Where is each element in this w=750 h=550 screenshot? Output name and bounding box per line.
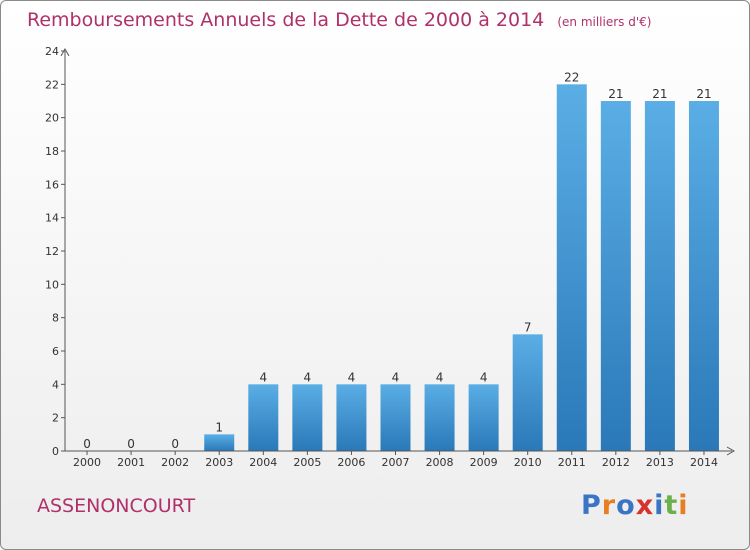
brand-letter: t xyxy=(664,490,679,521)
bar-value-label: 21 xyxy=(696,87,711,101)
x-tick-label: 2008 xyxy=(426,456,454,469)
y-tick-label: 2 xyxy=(52,412,59,425)
x-tick-label: 2010 xyxy=(514,456,542,469)
y-tick-label: 18 xyxy=(45,145,59,158)
x-tick-label: 2009 xyxy=(470,456,498,469)
bar-2006 xyxy=(336,384,367,451)
bar-2003 xyxy=(204,434,235,451)
x-tick-label: 2006 xyxy=(337,456,365,469)
x-axis-arrow xyxy=(726,446,736,456)
x-tick-label: 2002 xyxy=(161,456,189,469)
x-tick-label: 2012 xyxy=(602,456,630,469)
y-tick-label: 0 xyxy=(52,445,59,458)
bar-2012 xyxy=(600,101,631,451)
y-tick-label: 24 xyxy=(45,45,59,58)
title-line: Remboursements Annuels de la Dette de 20… xyxy=(27,9,651,31)
bar-value-label: 0 xyxy=(171,437,179,451)
bar-value-label: 4 xyxy=(436,370,444,384)
x-tick-label: 2013 xyxy=(646,456,674,469)
y-tick-label: 16 xyxy=(45,178,59,191)
bar-value-label: 22 xyxy=(564,70,579,84)
bars-layer: 0 0 0 1 4 4 4 4 4 4 7 22 21 21 21 xyxy=(83,70,719,451)
brand-letter: o xyxy=(616,490,636,521)
bar-2011 xyxy=(556,84,587,451)
x-tick-label: 2004 xyxy=(249,456,277,469)
bar-value-label: 7 xyxy=(524,320,532,334)
x-tick-label: 2014 xyxy=(690,456,718,469)
y-tick-label: 20 xyxy=(45,112,59,125)
bar-value-label: 0 xyxy=(83,437,91,451)
bar-2010 xyxy=(512,334,543,451)
y-tick-label: 12 xyxy=(45,245,59,258)
commune-name: ASSENONCOURT xyxy=(37,495,196,517)
y-tick-label: 6 xyxy=(52,345,59,358)
bar-2009 xyxy=(468,384,499,451)
bar-value-label: 0 xyxy=(127,437,135,451)
x-tick-label: 2007 xyxy=(382,456,410,469)
bar-2013 xyxy=(644,101,675,451)
bar-2005 xyxy=(292,384,323,451)
brand-letter: r xyxy=(601,490,617,521)
bar-value-label: 1 xyxy=(215,420,223,434)
bar-value-label: 4 xyxy=(392,370,400,384)
bar-value-label: 4 xyxy=(480,370,488,384)
x-tick-label: 2005 xyxy=(293,456,321,469)
y-tick-label: 22 xyxy=(45,78,59,91)
bar-value-label: 21 xyxy=(608,87,623,101)
bar-value-label: 4 xyxy=(304,370,312,384)
y-axis-arrow xyxy=(60,47,70,57)
x-tick-label: 2003 xyxy=(205,456,233,469)
y-tick-label: 4 xyxy=(52,378,59,391)
bar-2004 xyxy=(248,384,279,451)
bar-2008 xyxy=(424,384,455,451)
y-tick-label: 14 xyxy=(45,212,59,225)
brand-letter: i xyxy=(678,490,689,521)
bar-value-label: 21 xyxy=(652,87,667,101)
chart-title: Remboursements Annuels de la Dette de 20… xyxy=(27,9,545,31)
brand-logo: Proxiti xyxy=(581,490,689,521)
y-tick-label: 8 xyxy=(52,312,59,325)
bar-2007 xyxy=(380,384,411,451)
x-tick-label: 2000 xyxy=(73,456,101,469)
brand-letter: i xyxy=(654,490,665,521)
x-tick-label: 2001 xyxy=(117,456,145,469)
y-tick-label: 10 xyxy=(45,278,59,291)
brand-letter: P xyxy=(581,490,602,521)
bar-2014 xyxy=(688,101,719,451)
bar-value-label: 4 xyxy=(259,370,267,384)
bar-value-label: 4 xyxy=(348,370,356,384)
brand-letter: x xyxy=(635,490,655,521)
x-tick-label: 2011 xyxy=(558,456,586,469)
chart-unit: (en milliers d'€) xyxy=(557,15,652,29)
